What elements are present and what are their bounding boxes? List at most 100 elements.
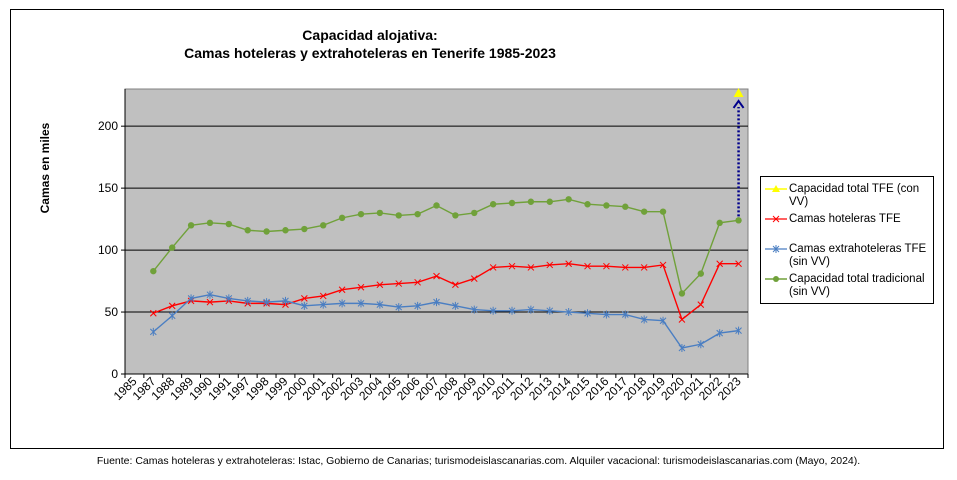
data-point: [395, 280, 403, 287]
data-point: [433, 272, 440, 280]
legend-key-asterisk: [765, 243, 787, 255]
data-point: [489, 306, 497, 315]
data-point: [546, 261, 554, 269]
data-point: [452, 212, 459, 219]
data-point: [225, 220, 233, 228]
data-point: [433, 202, 440, 209]
y-tick-label: 150: [98, 181, 118, 195]
data-point: [357, 299, 365, 308]
y-tick-label: 0: [111, 367, 118, 381]
data-point: [263, 298, 270, 307]
data-point: [733, 87, 744, 97]
legend-text-4b: (sin VV): [789, 286, 830, 298]
data-point: [697, 270, 705, 277]
data-point: [489, 264, 497, 271]
data-point: [546, 306, 554, 315]
data-point: [659, 261, 667, 269]
data-point: [697, 340, 705, 349]
data-point: [603, 202, 610, 209]
data-point: [621, 310, 629, 319]
data-point: [489, 201, 497, 208]
data-point: [282, 296, 289, 305]
data-point: [621, 264, 629, 271]
data-point: [244, 296, 252, 305]
data-point: [338, 214, 346, 222]
data-point: [452, 301, 459, 310]
data-point: [565, 196, 572, 203]
data-point: [376, 281, 384, 289]
data-point: [640, 264, 648, 271]
data-point: [244, 227, 251, 234]
data-point: [584, 201, 591, 208]
data-point: [716, 260, 724, 268]
legend-key-circle: [765, 273, 787, 285]
data-point: [320, 222, 327, 229]
data-point: [735, 260, 742, 268]
data-point: [546, 198, 553, 205]
data-point: [527, 198, 535, 205]
data-point: [584, 262, 591, 270]
data-point: [697, 301, 705, 308]
data-point: [433, 298, 440, 307]
data-point: [527, 305, 535, 314]
legend-item-extrahoteleras: Camas extrahoteleras TFE (sin VV): [765, 243, 933, 269]
source-footer: Fuente: Camas hoteleras y extrahoteleras…: [96, 455, 861, 467]
data-point: [187, 222, 195, 229]
data-point: [149, 309, 157, 317]
data-point: [376, 300, 384, 309]
data-point: [622, 203, 629, 210]
x-tick-label: 2023: [715, 374, 744, 403]
legend-text-4a: Capacidad total tradicional: [789, 273, 925, 285]
data-point: [187, 294, 195, 303]
data-point: [395, 303, 403, 312]
data-point: [508, 199, 516, 207]
data-point: [300, 301, 308, 310]
data-point: [206, 219, 214, 227]
chart-title-line-2: Camas hoteleras y extrahoteleras en Tene…: [184, 45, 556, 61]
legend-text-3a: Camas extrahoteleras TFE: [789, 243, 927, 255]
data-point: [678, 316, 686, 323]
data-point: [603, 262, 610, 270]
data-point: [414, 301, 421, 310]
data-point: [414, 210, 421, 218]
legend: Capacidad total TFE (con VV) Camas hotele…: [760, 176, 934, 304]
data-point: [168, 302, 176, 310]
data-point: [357, 210, 365, 218]
data-point: [338, 286, 346, 294]
data-point: [150, 267, 157, 275]
data-point: [508, 306, 516, 315]
legend-key-star: [765, 213, 787, 225]
data-point: [470, 305, 478, 314]
data-point: [376, 209, 384, 217]
data-point: [603, 310, 610, 319]
data-point: [168, 311, 176, 320]
legend-text-3b: (sin VV): [789, 256, 830, 268]
data-point: [149, 327, 157, 336]
legend-item-tradicional: Capacidad total tradicional (sin VV): [765, 273, 933, 299]
data-point: [678, 343, 686, 352]
series-line-2: [152, 293, 739, 349]
data-point: [716, 329, 724, 338]
data-point: [282, 227, 289, 234]
legend-item-hoteleras: Camas hoteleras TFE: [765, 213, 933, 226]
data-point: [470, 275, 478, 282]
legend-item-total-con-vv: Capacidad total TFE (con VV): [765, 183, 933, 209]
data-point: [357, 283, 365, 291]
legend-text-1a: Capacidad total TFE (con: [789, 183, 920, 195]
data-point: [319, 292, 327, 300]
legend-key-triangle: [765, 183, 787, 195]
data-point: [338, 299, 346, 308]
data-point: [659, 208, 667, 215]
data-point: [319, 300, 327, 309]
data-point: [659, 316, 667, 325]
data-point: [584, 309, 591, 318]
data-point: [527, 264, 535, 271]
data-point: [471, 209, 478, 217]
data-point: [735, 217, 742, 224]
y-axis-label: Camas en miles: [38, 122, 52, 214]
data-point: [565, 260, 573, 268]
annotation-arrow-head: [732, 99, 745, 109]
data-point: [225, 294, 233, 303]
data-point: [168, 244, 176, 251]
